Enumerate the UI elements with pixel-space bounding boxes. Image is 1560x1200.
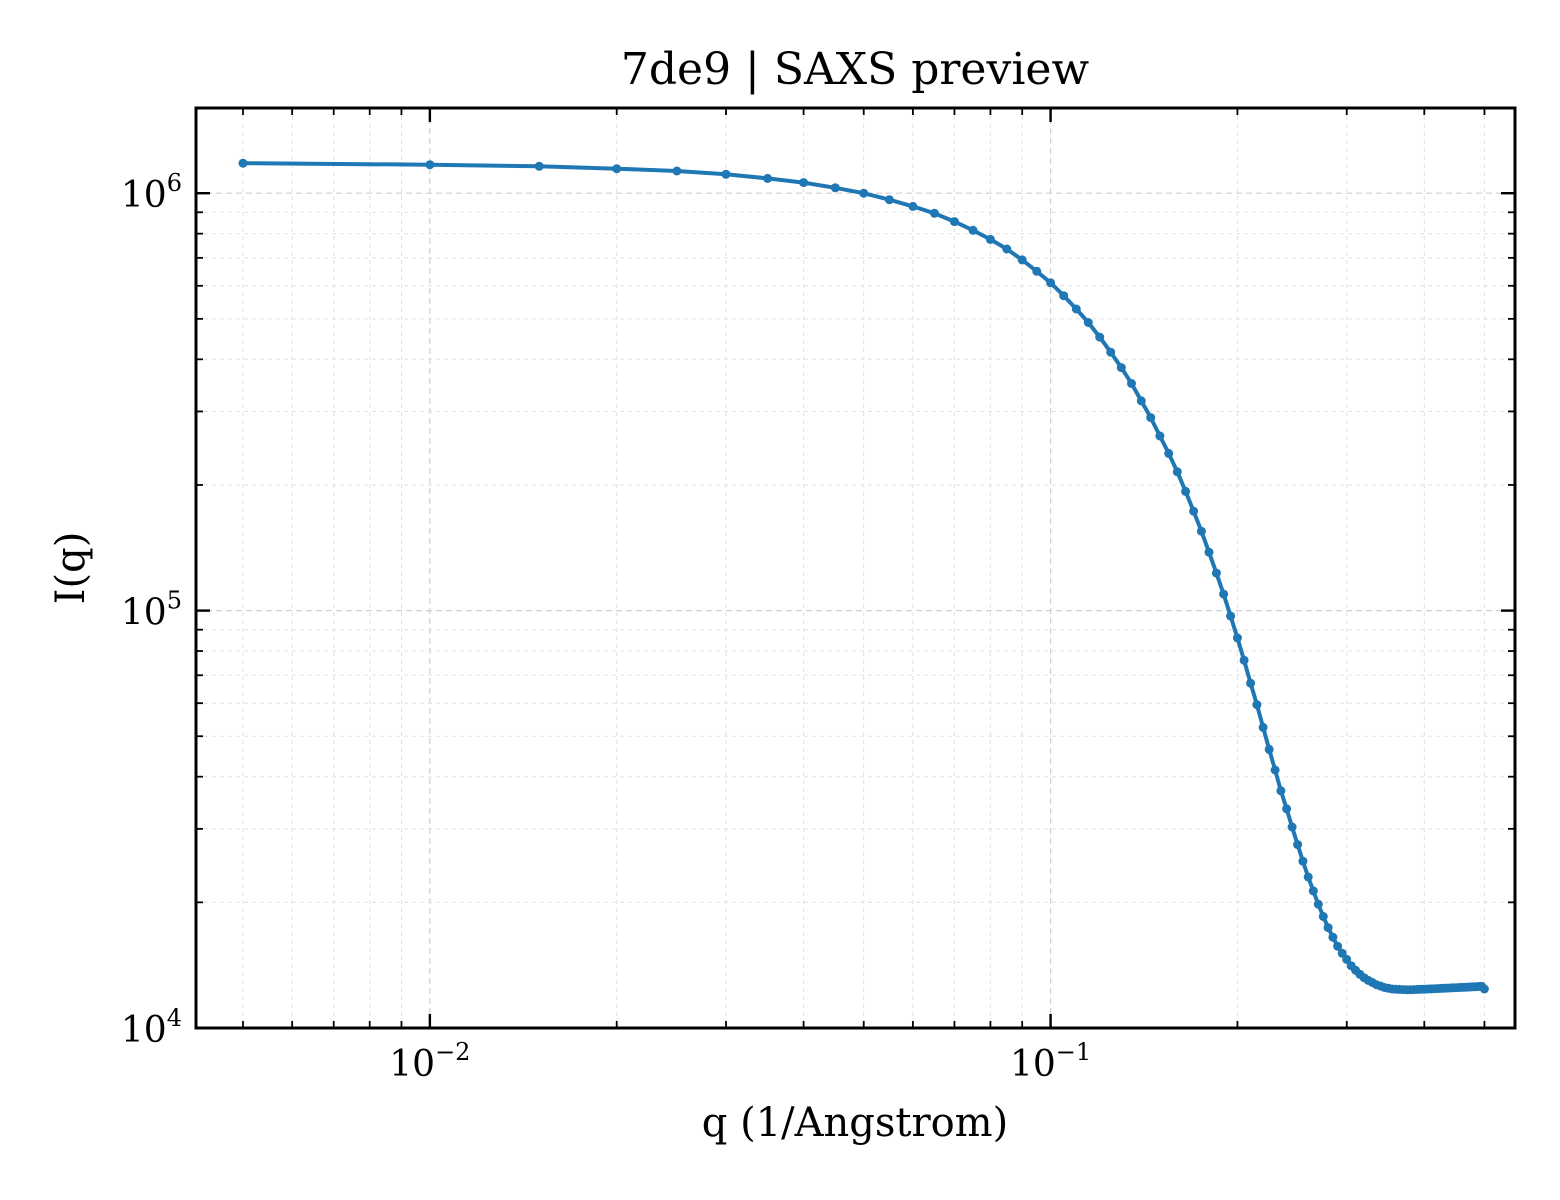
y-tick-label-exponent: 6 <box>167 169 182 197</box>
x-tick-label-exponent: −1 <box>1056 1038 1091 1066</box>
data-point <box>721 169 731 179</box>
data-point <box>1333 941 1343 951</box>
data-point <box>1328 932 1338 942</box>
data-point <box>1308 886 1318 896</box>
data-point <box>1219 589 1229 599</box>
data-point <box>1189 506 1199 516</box>
x-tick-label-base: 10 <box>389 1044 435 1085</box>
data-point <box>949 217 959 227</box>
y-tick-label-exponent: 4 <box>167 1004 182 1032</box>
data-point <box>1252 700 1262 710</box>
x-tick-label: 10−2 <box>389 1038 470 1085</box>
data-point <box>1323 923 1333 933</box>
data-point <box>1155 431 1165 441</box>
y-tick-label: 106 <box>121 169 182 216</box>
data-point <box>238 158 248 168</box>
y-tick-label: 104 <box>121 1004 182 1051</box>
data-point <box>1318 912 1328 921</box>
data-point <box>930 208 939 218</box>
data-point <box>1258 722 1268 732</box>
data-point <box>1270 765 1280 775</box>
data-point <box>1246 678 1256 688</box>
data-point <box>1264 744 1274 754</box>
data-point <box>1181 486 1191 496</box>
data-point <box>1095 332 1105 342</box>
data-point <box>1106 347 1116 357</box>
data-point <box>1226 611 1236 621</box>
data-point <box>1002 244 1012 254</box>
data-point <box>1282 804 1292 814</box>
data-point <box>1071 304 1081 314</box>
x-tick-label-base: 10 <box>1010 1044 1056 1085</box>
data-point <box>859 188 869 198</box>
data-point <box>425 160 435 170</box>
data-point <box>1211 568 1221 578</box>
x-tick-label-exponent: −2 <box>435 1038 470 1066</box>
data-point <box>534 161 544 171</box>
data-point <box>1164 448 1174 458</box>
data-point <box>799 178 809 188</box>
x-tick-label: 10−1 <box>1010 1038 1091 1085</box>
data-point <box>1127 379 1136 388</box>
data-point <box>1293 840 1303 850</box>
y-tick-label-exponent: 5 <box>167 587 182 615</box>
data-point <box>1204 547 1214 557</box>
chart-title: 7de9 | SAXS preview <box>621 44 1090 95</box>
data-point <box>1059 291 1069 301</box>
data-point <box>1017 255 1027 265</box>
y-axis-label: I(q) <box>48 532 94 605</box>
data-point <box>1046 278 1056 288</box>
data-point <box>1287 822 1297 832</box>
data-point <box>1313 899 1323 909</box>
data-point <box>1303 872 1313 882</box>
data-point <box>1146 413 1156 423</box>
series-group <box>238 158 1489 995</box>
data-point <box>985 234 995 244</box>
x-tick-labels: 10−2 10−1 <box>389 1038 1091 1085</box>
y-tick-label-base: 10 <box>121 1010 167 1051</box>
data-point <box>884 195 894 205</box>
data-point <box>1239 655 1249 665</box>
x-axis-label: q (1/Angstrom) <box>702 1100 1008 1146</box>
data-point <box>1172 467 1182 477</box>
data-point <box>1196 526 1206 536</box>
data-point <box>1342 954 1352 964</box>
data-point <box>1083 318 1093 327</box>
data-point <box>1136 396 1146 406</box>
plot-frame <box>194 106 1517 1030</box>
data-point <box>672 166 682 176</box>
data-point <box>1479 984 1489 994</box>
y-tick-label-base: 10 <box>121 175 167 216</box>
data-point <box>612 164 622 174</box>
data-point <box>1032 266 1042 276</box>
y-tick-label: 105 <box>121 587 182 634</box>
data-point <box>908 201 918 211</box>
data-point <box>1232 633 1242 643</box>
data-point <box>1116 363 1126 373</box>
data-point <box>1298 856 1308 866</box>
data-point <box>968 225 978 235</box>
data-point <box>830 183 840 193</box>
data-point <box>763 173 773 183</box>
y-tick-label-base: 10 <box>121 593 167 634</box>
data-point <box>1276 786 1286 796</box>
